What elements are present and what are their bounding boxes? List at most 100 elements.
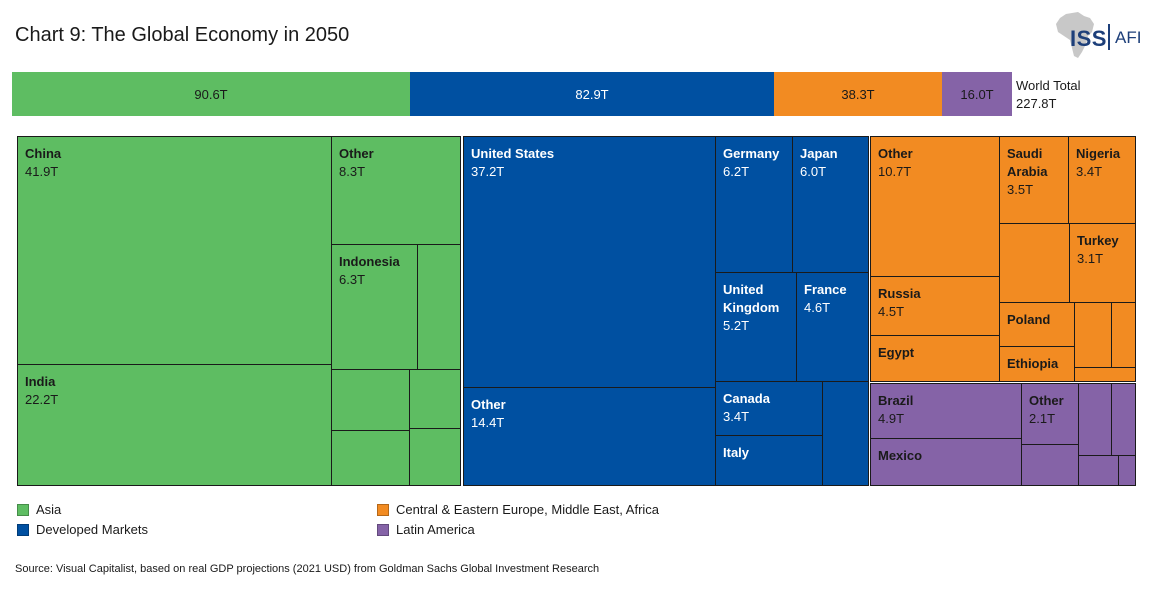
cell-value: 3.5T bbox=[1007, 182, 1034, 197]
cell-value: 4.5T bbox=[878, 304, 905, 319]
legend-swatch bbox=[17, 523, 29, 536]
cell-name: China bbox=[25, 146, 62, 161]
cell-asia-unlabeled bbox=[409, 369, 461, 429]
cell-mexico: Mexico bbox=[870, 438, 1022, 486]
cell-value: 41.9T bbox=[25, 164, 59, 179]
cell-name: Canada bbox=[723, 391, 770, 406]
cell-latam-unlabeled bbox=[1021, 444, 1079, 486]
legend-item-developed: Developed Markets bbox=[17, 522, 148, 537]
legend-item-latam: Latin America bbox=[377, 522, 475, 537]
cell-canada: Canada 3.4T bbox=[715, 381, 823, 436]
cell-asia-unlabeled bbox=[331, 369, 410, 431]
cell-turkey: Turkey 3.1T bbox=[1069, 223, 1136, 303]
cell-value: 37.2T bbox=[471, 164, 505, 179]
cell-france: France 4.6T bbox=[796, 272, 869, 382]
iss-afi-logo: ISS AFI bbox=[1052, 10, 1142, 60]
cell-value: 2.1T bbox=[1029, 411, 1056, 426]
cell-united-kingdom: United Kingdom 5.2T bbox=[715, 272, 797, 382]
legend-item-asia: Asia bbox=[17, 502, 61, 517]
cell-name: Other bbox=[471, 397, 506, 412]
cell-asia-other: Other 8.3T bbox=[331, 136, 461, 245]
cell-indonesia: Indonesia 6.3T bbox=[331, 244, 418, 370]
cell-name: Ethiopia bbox=[1007, 356, 1059, 371]
cell-value: 3.4T bbox=[1076, 164, 1103, 179]
total-segment-ceemea: 38.3T bbox=[774, 72, 942, 116]
cell-italy: Italy bbox=[715, 435, 823, 486]
cell-asia-unlabeled bbox=[331, 430, 410, 486]
world-total-value: 227.8T bbox=[1016, 96, 1057, 111]
region-totals-bar: 90.6T 82.9T 38.3T 16.0T bbox=[12, 72, 1012, 116]
cell-nigeria: Nigeria 3.4T bbox=[1068, 136, 1136, 224]
cell-name: United States bbox=[471, 146, 555, 161]
cell-united-states: United States 37.2T bbox=[463, 136, 716, 388]
cell-value: 6.2T bbox=[723, 164, 750, 179]
cell-name: Poland bbox=[1007, 312, 1051, 327]
cell-name: India bbox=[25, 374, 56, 389]
cell-value: 6.0T bbox=[800, 164, 827, 179]
cell-latam-unlabeled bbox=[1118, 455, 1136, 486]
cell-latam-other: Other 2.1T bbox=[1021, 383, 1079, 445]
cell-name: Brazil bbox=[878, 393, 914, 408]
cell-india: India 22.2T bbox=[17, 364, 332, 486]
logo-divider bbox=[1108, 24, 1110, 50]
legend-label: Central & Eastern Europe, Middle East, A… bbox=[396, 502, 660, 517]
cell-ceemea-other: Other 10.7T bbox=[870, 136, 1000, 277]
cell-name: Indonesia bbox=[339, 254, 400, 269]
cell-name: United Kingdom bbox=[723, 282, 780, 315]
cell-name: Egypt bbox=[878, 345, 915, 360]
cell-saudi-arabia: Saudi Arabia 3.5T bbox=[999, 136, 1069, 224]
cell-value: 5.2T bbox=[723, 318, 750, 333]
cell-name: Germany bbox=[723, 146, 780, 161]
cell-poland: Poland bbox=[999, 302, 1075, 347]
cell-ceemea-unlabeled bbox=[999, 223, 1070, 303]
cell-value: 10.7T bbox=[878, 164, 912, 179]
cell-name: Saudi Arabia bbox=[1007, 146, 1048, 179]
cell-name: Italy bbox=[723, 445, 750, 460]
cell-latam-unlabeled bbox=[1111, 383, 1136, 456]
cell-egypt: Egypt bbox=[870, 335, 1000, 382]
cell-name: Russia bbox=[878, 286, 921, 301]
cell-germany: Germany 6.2T bbox=[715, 136, 793, 273]
cell-latam-unlabeled bbox=[1078, 455, 1119, 486]
africa-map-icon bbox=[1056, 12, 1094, 58]
cell-name: Other bbox=[878, 146, 913, 161]
cell-name: Mexico bbox=[878, 448, 923, 463]
legend-label: Latin America bbox=[396, 522, 475, 537]
cell-name: France bbox=[804, 282, 847, 297]
cell-value: 3.1T bbox=[1077, 251, 1104, 266]
cell-name: Japan bbox=[800, 146, 838, 161]
cell-japan: Japan 6.0T bbox=[792, 136, 869, 273]
cell-value: 3.4T bbox=[723, 409, 750, 424]
cell-name: Nigeria bbox=[1076, 146, 1121, 161]
logo-afi-text: AFI bbox=[1115, 28, 1142, 47]
cell-value: 22.2T bbox=[25, 392, 59, 407]
cell-value: 8.3T bbox=[339, 164, 366, 179]
legend-swatch bbox=[377, 523, 389, 536]
cell-china: China 41.9T bbox=[17, 136, 332, 365]
logo-iss-text: ISS bbox=[1070, 26, 1107, 51]
cell-value: 6.3T bbox=[339, 272, 366, 287]
cell-value: 4.9T bbox=[878, 411, 905, 426]
cell-russia: Russia 4.5T bbox=[870, 276, 1000, 336]
total-segment-latam: 16.0T bbox=[942, 72, 1012, 116]
cell-brazil: Brazil 4.9T bbox=[870, 383, 1022, 439]
cell-name: Other bbox=[1029, 393, 1064, 408]
chart-title: Chart 9: The Global Economy in 2050 bbox=[15, 24, 350, 46]
legend-swatch bbox=[17, 503, 29, 516]
world-total-label: World Total bbox=[1016, 78, 1081, 93]
cell-developed-other: Other 14.4T bbox=[463, 387, 716, 486]
cell-ceemea-unlabeled bbox=[1074, 367, 1136, 382]
total-segment-developed: 82.9T bbox=[410, 72, 774, 116]
cell-latam-unlabeled bbox=[1078, 383, 1112, 456]
cell-ceemea-unlabeled bbox=[1111, 302, 1136, 368]
cell-value: 4.6T bbox=[804, 300, 831, 315]
world-total: World Total 227.8T bbox=[1016, 77, 1081, 113]
cell-asia-unlabeled bbox=[417, 244, 461, 370]
cell-name: Other bbox=[339, 146, 374, 161]
total-segment-asia: 90.6T bbox=[12, 72, 410, 116]
cell-ceemea-unlabeled bbox=[1074, 302, 1112, 368]
legend-label: Asia bbox=[36, 502, 62, 517]
legend-item-ceemea: Central & Eastern Europe, Middle East, A… bbox=[377, 502, 659, 517]
cell-asia-unlabeled bbox=[409, 428, 461, 486]
